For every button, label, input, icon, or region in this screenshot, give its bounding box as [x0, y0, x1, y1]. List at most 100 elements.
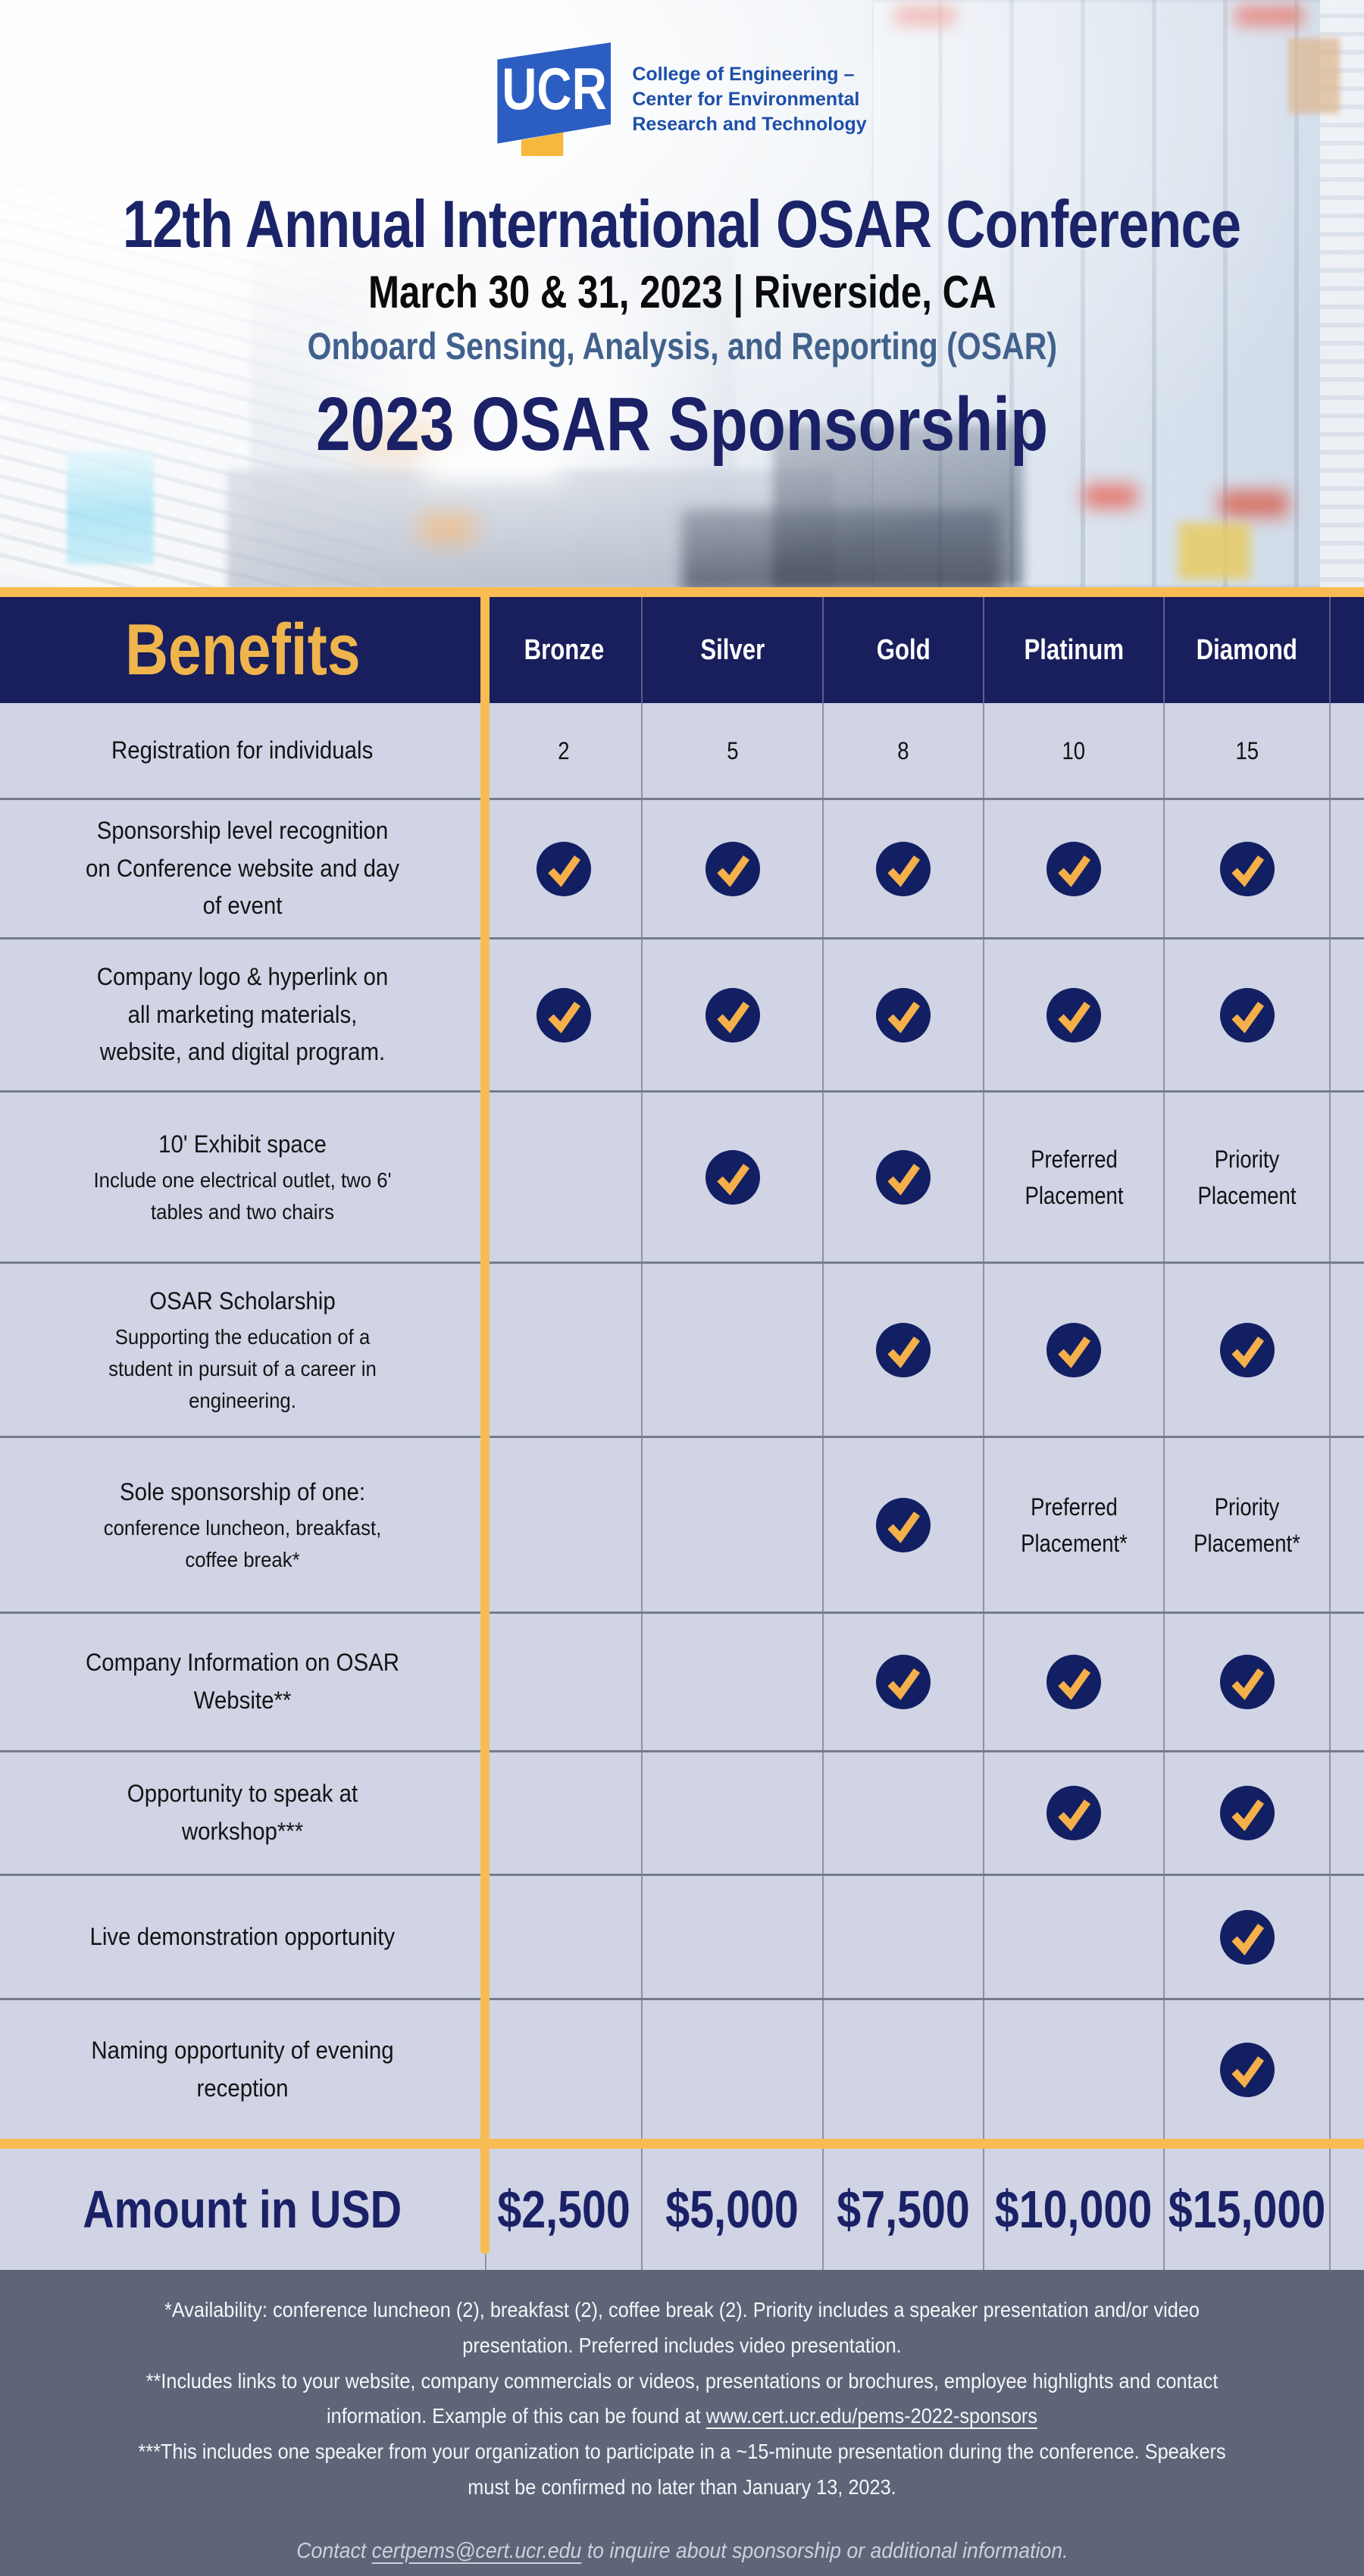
- footnote-availability: *Availability: conference luncheon (2), …: [164, 2298, 1200, 2357]
- conference-title: 12th Annual International OSAR Conferenc…: [123, 186, 1241, 261]
- gold-divider-top: [0, 587, 1364, 597]
- benefit-label: Company logo & hyperlink on all marketin…: [96, 963, 389, 1066]
- footer: *Availability: conference luncheon (2), …: [0, 2270, 1364, 2576]
- check-icon: [1219, 1786, 1275, 1840]
- benefit-label: OSAR Scholarship Supporting the education…: [85, 1283, 400, 1418]
- cell-gold: [822, 2000, 983, 2139]
- benefit-row: Opportunity to speak at workshop***: [0, 1752, 1364, 1876]
- cell-platinum: [983, 1264, 1163, 1436]
- benefit-label: Sponsorship level recognition on Confere…: [85, 817, 400, 920]
- cell-silver: [641, 1438, 822, 1612]
- cell-gold: 8: [822, 703, 983, 798]
- check-icon: [537, 987, 591, 1043]
- ucr-logo-letters: UCR: [497, 52, 611, 127]
- sponsorship-title: 2023 OSAR Sponsorship: [315, 381, 1049, 467]
- logo-caption-line1: College of Engineering –: [632, 63, 855, 85]
- check-icon: [876, 841, 931, 896]
- cell-gold: [822, 1264, 983, 1436]
- cell-silver: [641, 939, 822, 1090]
- cell-silver: [641, 1876, 822, 1998]
- footnote-speaker: ***This includes one speaker from your o…: [138, 2440, 1226, 2499]
- cell-value: 5: [726, 736, 739, 764]
- cell-diamond: [1163, 2000, 1329, 2139]
- cell-value: 10: [1062, 736, 1086, 764]
- amount-label-cell: Amount in USD: [0, 2149, 485, 2270]
- check-icon: [705, 841, 760, 896]
- cell-edge: [1329, 800, 1364, 937]
- header-photo: UCR College of Engineering – Center for …: [0, 0, 1364, 587]
- cell-platinum: [983, 939, 1163, 1090]
- sponsors-link[interactable]: www.cert.ucr.edu/pems-2022-sponsors: [705, 2404, 1037, 2428]
- check-icon: [705, 1149, 760, 1205]
- benefit-label-cell: Naming opportunity of evening reception: [0, 2000, 485, 2139]
- ucr-logo-caption: College of Engineering – Center for Envi…: [632, 62, 866, 137]
- check-icon: [1219, 2042, 1275, 2097]
- benefit-sublabel: Include one electrical outlet, two 6' ta…: [93, 1168, 392, 1224]
- cell-bronze: [485, 1614, 641, 1750]
- benefit-row: Registration for individuals 2 5 8 10 15: [0, 703, 1364, 800]
- cell-bronze: [485, 1093, 641, 1261]
- contact-email-link[interactable]: certpems@cert.ucr.edu: [371, 2538, 581, 2563]
- benefits-header-label: Benefits: [124, 609, 361, 690]
- cell-bronze: [485, 1876, 641, 1998]
- cell-edge: [1329, 1438, 1364, 1612]
- logo-caption-line2: Center for Environmental: [632, 88, 860, 110]
- cell-bronze: [485, 939, 641, 1090]
- cell-platinum: [983, 2000, 1163, 2139]
- check-icon: [705, 987, 760, 1043]
- cell-value: 2: [558, 736, 570, 764]
- cell-platinum: [983, 1876, 1163, 1998]
- tier-header-gold: Gold: [822, 597, 983, 703]
- benefit-label-cell: Company Information on OSAR Website**: [0, 1614, 485, 1750]
- check-icon: [1046, 841, 1101, 896]
- check-icon: [1046, 1655, 1101, 1709]
- cell-silver: [641, 1614, 822, 1750]
- contact-line: Contact certpems@cert.ucr.edu to inquire…: [0, 2539, 1364, 2564]
- gold-vertical-divider: [480, 587, 490, 2254]
- cell-value: Priority Placement: [1197, 1145, 1297, 1209]
- cell-bronze: [485, 800, 641, 937]
- table-header-row: Benefits Bronze Silver Gold Platinum Dia…: [0, 597, 1364, 703]
- ucr-logo: UCR College of Engineering – Center for …: [0, 0, 1364, 156]
- cell-edge: [1329, 1264, 1364, 1436]
- cell-edge: [1329, 703, 1364, 798]
- benefit-label: Company Information on OSAR Website**: [86, 1649, 399, 1714]
- amount-silver: $5,000: [641, 2149, 822, 2270]
- check-icon: [1219, 1322, 1275, 1377]
- cell-gold: [822, 1438, 983, 1612]
- logo-caption-line3: Research and Technology: [632, 113, 867, 135]
- cell-diamond: [1163, 1264, 1329, 1436]
- cell-gold: [822, 1876, 983, 1998]
- benefit-label: 10' Exhibit space Include one electrical …: [85, 1126, 400, 1229]
- benefit-label: Naming opportunity of evening reception: [91, 2036, 394, 2102]
- cell-platinum: [983, 800, 1163, 937]
- check-icon: [1046, 1786, 1101, 1840]
- cell-platinum: 10: [983, 703, 1163, 798]
- check-icon: [1219, 987, 1275, 1043]
- benefit-label: Registration for individuals: [111, 736, 374, 764]
- cell-diamond: [1163, 1614, 1329, 1750]
- cell-bronze: [485, 2000, 641, 2139]
- check-icon: [876, 1322, 931, 1377]
- benefit-sublabel: Supporting the education of a student in…: [108, 1325, 377, 1413]
- cell-silver: [641, 1752, 822, 1874]
- cell-edge: [1329, 1093, 1364, 1261]
- benefit-row: OSAR Scholarship Supporting the education…: [0, 1264, 1364, 1438]
- cell-gold: [822, 939, 983, 1090]
- footnote-website-text: **Includes links to your website, compan…: [145, 2368, 1219, 2428]
- benefit-label: Sole sponsorship of one: conference lunch…: [85, 1474, 400, 1577]
- check-icon: [1219, 841, 1275, 896]
- check-icon: [876, 1655, 931, 1709]
- cell-edge: [1329, 2000, 1364, 2139]
- cell-diamond: 15: [1163, 703, 1329, 798]
- cell-platinum: Preferred Placement*: [983, 1438, 1163, 1612]
- amount-bronze: $2,500: [485, 2149, 641, 2270]
- benefit-row: Live demonstration opportunity: [0, 1876, 1364, 2000]
- benefit-row: Sole sponsorship of one: conference lunch…: [0, 1438, 1364, 1614]
- cell-bronze: [485, 1264, 641, 1436]
- benefit-label-cell: Registration for individuals: [0, 703, 485, 798]
- amount-platinum: $10,000: [983, 2149, 1163, 2270]
- check-icon: [1219, 1909, 1275, 1965]
- benefit-label-cell: 10' Exhibit space Include one electrical …: [0, 1093, 485, 1261]
- cell-value: Preferred Placement: [1024, 1145, 1124, 1209]
